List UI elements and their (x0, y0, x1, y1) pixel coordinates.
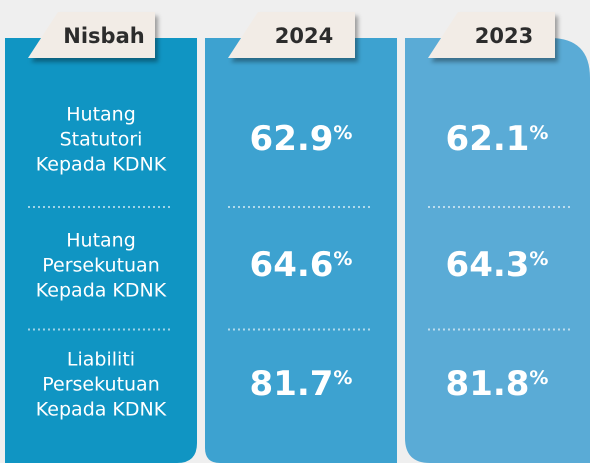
value-number: 81.7 (250, 364, 334, 404)
row-label: Kepada KDNK (36, 154, 167, 176)
header-tab (428, 12, 555, 58)
row-label: Persekutuan (42, 374, 160, 396)
row-label: Persekutuan (42, 255, 160, 277)
value-unit: % (333, 122, 352, 144)
header-label: 2024 (275, 24, 333, 48)
value-cell: 64.6% (250, 245, 353, 285)
value-number: 64.6 (250, 245, 334, 285)
header-label: Nisbah (63, 24, 144, 48)
column-ratio (5, 38, 197, 463)
row-label: Kepada KDNK (36, 399, 167, 421)
value-cell: 62.9% (250, 119, 353, 159)
value-unit: % (333, 367, 352, 389)
value-cell: 81.8% (446, 364, 549, 404)
value-cell: 64.3% (446, 245, 549, 285)
value-unit: % (333, 248, 352, 270)
value-cell: 81.7% (250, 364, 353, 404)
value-number: 81.8 (446, 364, 530, 404)
value-number: 64.3 (446, 245, 530, 285)
header-tab (28, 12, 155, 58)
value-unit: % (529, 367, 548, 389)
value-cell: 62.1% (446, 119, 549, 159)
header-tab (228, 12, 355, 58)
header-label: 2023 (475, 24, 533, 48)
value-unit: % (529, 122, 548, 144)
column-2023 (405, 38, 590, 463)
row-label: Hutang (66, 230, 136, 252)
row-label: Hutang (66, 104, 136, 126)
row-label: Liabiliti (67, 349, 135, 371)
value-number: 62.9 (250, 119, 334, 159)
row-label: Statutori (60, 129, 143, 151)
value-number: 62.1 (446, 119, 530, 159)
row-label: Kepada KDNK (36, 280, 167, 302)
value-unit: % (529, 248, 548, 270)
column-2024 (205, 38, 397, 463)
